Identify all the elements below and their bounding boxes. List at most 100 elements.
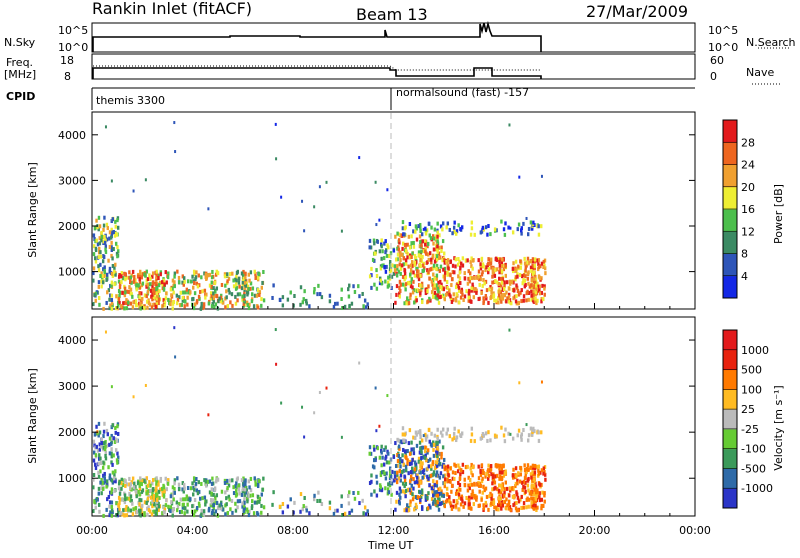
velocity-cell <box>424 453 427 458</box>
velocity-cell <box>424 437 428 442</box>
power-cell <box>138 275 142 280</box>
power-cell <box>182 290 185 295</box>
power-cell <box>515 267 518 272</box>
velocity-cell <box>138 502 141 507</box>
power-cell <box>522 294 526 299</box>
power-cell <box>413 300 416 305</box>
power-cell <box>514 275 518 280</box>
power-cell <box>485 288 489 293</box>
velocity-cell <box>113 473 116 478</box>
velocity-cell <box>243 487 247 492</box>
velocity-cell <box>431 489 434 494</box>
nave-trace <box>93 65 541 71</box>
velocity-cell <box>139 511 143 516</box>
velocity-cell <box>325 386 328 390</box>
velocity-cell <box>123 500 127 505</box>
velocity-cell <box>438 502 441 507</box>
power-cell <box>467 269 470 274</box>
velocity-cell <box>117 495 121 500</box>
velocity-cell <box>542 471 545 476</box>
velocity-cell <box>97 470 100 475</box>
power-cell <box>281 295 285 300</box>
power-cell <box>435 266 438 271</box>
power-cell <box>431 255 434 260</box>
velocity-cell <box>203 495 207 500</box>
velocity-cell <box>208 479 212 484</box>
velocity-cell <box>138 497 141 502</box>
velocity-cell <box>248 509 251 514</box>
power-cell <box>333 301 337 306</box>
velocity-cell <box>458 466 461 471</box>
velocity-cell <box>534 484 538 489</box>
power-cell <box>179 290 182 295</box>
velocity-cell <box>105 479 109 484</box>
velocity-cell <box>532 426 535 431</box>
velocity-cell <box>424 449 427 454</box>
power-cell <box>93 237 96 242</box>
velocity-cell <box>486 438 489 443</box>
power-cell <box>169 302 172 307</box>
power-cell <box>467 276 470 281</box>
power-cell <box>537 258 541 263</box>
velocity-cell <box>479 472 483 477</box>
velocity-cell <box>164 503 168 508</box>
power-cell <box>401 246 404 251</box>
velocity-cell <box>529 465 533 470</box>
velocity-cell <box>485 471 488 476</box>
power-cell <box>415 237 419 242</box>
colorbar-tick-label: -25 <box>741 423 759 436</box>
velocity-cell <box>523 463 526 468</box>
velocity-cell <box>333 508 337 513</box>
power-cell <box>404 287 407 292</box>
power-cell <box>406 242 409 247</box>
power-cell <box>175 293 179 298</box>
velocity-cell <box>530 484 534 489</box>
power-cell <box>108 230 112 235</box>
power-cell <box>532 292 535 297</box>
velocity-cell <box>419 490 422 495</box>
velocity-cell <box>152 509 155 514</box>
power-cell <box>458 276 462 281</box>
power-cell <box>227 287 231 292</box>
power-cell <box>505 299 508 304</box>
power-cell <box>403 243 407 248</box>
power-cell <box>193 302 197 307</box>
power-cell <box>252 304 256 309</box>
velocity-cell <box>432 447 435 452</box>
power-cell <box>439 279 442 284</box>
velocity-cell <box>151 491 154 496</box>
velocity-cell <box>408 451 412 456</box>
power-cell <box>347 294 351 299</box>
power-cell <box>155 291 159 296</box>
velocity-cell <box>261 487 264 492</box>
velocity-cell <box>186 502 189 507</box>
power-cell <box>398 294 401 299</box>
velocity-cell <box>111 423 114 428</box>
velocity-cell <box>436 500 439 505</box>
velocity-cell <box>411 457 414 462</box>
power-cell <box>538 288 541 293</box>
velocity-cell <box>104 456 108 461</box>
power-cell <box>493 273 497 278</box>
power-cell <box>527 297 530 302</box>
power-cell <box>117 289 121 294</box>
velocity-cell <box>410 440 413 445</box>
velocity-cell <box>214 509 218 514</box>
nsky-tick-top: 10^5 <box>58 24 88 37</box>
power-cell <box>543 286 546 291</box>
velocity-cell <box>195 477 198 482</box>
velocity-cell <box>189 497 192 502</box>
velocity-cell <box>114 430 117 435</box>
velocity-cell <box>401 481 405 486</box>
power-cell <box>485 296 488 301</box>
velocity-cell <box>441 433 444 438</box>
power-cell <box>482 296 485 301</box>
velocity-cell <box>235 481 238 486</box>
power-cell <box>129 301 133 306</box>
velocity-cell <box>244 478 247 483</box>
power-cell <box>157 283 161 288</box>
power-cell <box>453 220 456 225</box>
velocity-cell <box>390 481 394 486</box>
velocity-cell <box>352 491 355 496</box>
velocity-cell <box>454 438 458 443</box>
